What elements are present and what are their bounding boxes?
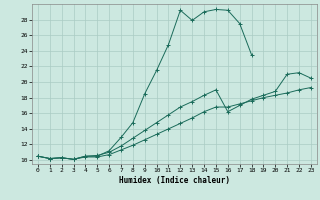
- X-axis label: Humidex (Indice chaleur): Humidex (Indice chaleur): [119, 176, 230, 185]
